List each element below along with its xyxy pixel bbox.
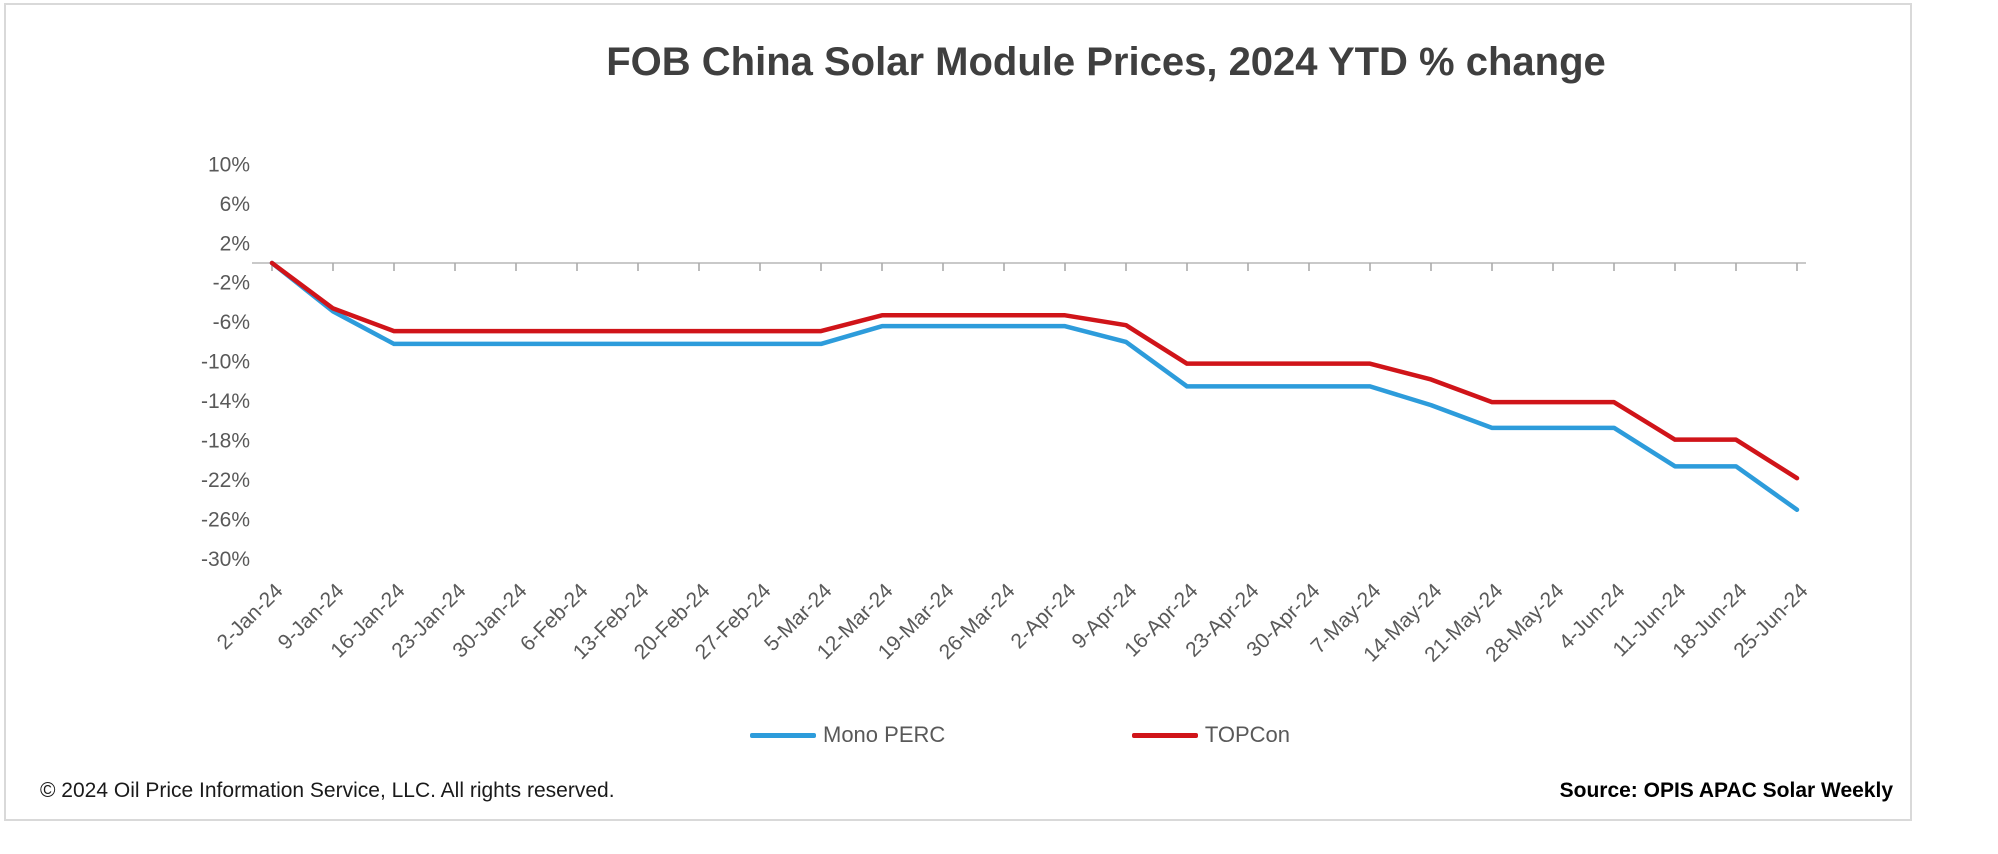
svg-text:2-Apr-24: 2-Apr-24 (1006, 579, 1080, 653)
svg-text:-2%: -2% (213, 272, 250, 295)
svg-text:6%: 6% (220, 193, 250, 216)
x-axis-ticks (271, 263, 1798, 271)
y-axis-labels: 10% 6% 2% -2% -6% -10% -14% -18% -22% -26% -30% (201, 153, 250, 571)
svg-text:-30%: -30% (201, 548, 250, 571)
chart-frame (4, 3, 1912, 821)
legend-item-mono-perc: Mono PERC (750, 722, 945, 748)
legend: Mono PERC TOPCon (750, 722, 1290, 748)
x-axis-labels: 2-Jan-249-Jan-2416-Jan-2423-Jan-2430-Jan… (213, 579, 1813, 666)
source-text: Source: OPIS APAC Solar Weekly (1559, 779, 1893, 802)
svg-text:-18%: -18% (201, 430, 250, 453)
series-line-mono-perc (269, 260, 1800, 512)
mono-perc-line-swatch-icon (750, 732, 816, 738)
svg-text:-22%: -22% (201, 469, 250, 492)
svg-text:-10%: -10% (201, 351, 250, 374)
svg-text:-26%: -26% (201, 509, 250, 532)
svg-text:2-Jan-24: 2-Jan-24 (213, 579, 288, 654)
legend-item-topcon: TOPCon (1131, 722, 1290, 748)
series-line-topcon (269, 260, 1800, 481)
copyright-text: © 2024 Oil Price Information Service, LL… (40, 779, 615, 802)
legend-label-topcon: TOPCon (1204, 722, 1290, 747)
svg-text:10%: 10% (208, 153, 250, 176)
svg-text:2%: 2% (220, 232, 250, 255)
svg-text:-14%: -14% (201, 390, 250, 413)
svg-text:-6%: -6% (213, 311, 250, 334)
topcon-line-swatch-icon (1131, 732, 1198, 738)
legend-label-mono-perc: Mono PERC (823, 722, 946, 747)
chart-title: FOB China Solar Module Prices, 2024 YTD … (606, 40, 1606, 84)
